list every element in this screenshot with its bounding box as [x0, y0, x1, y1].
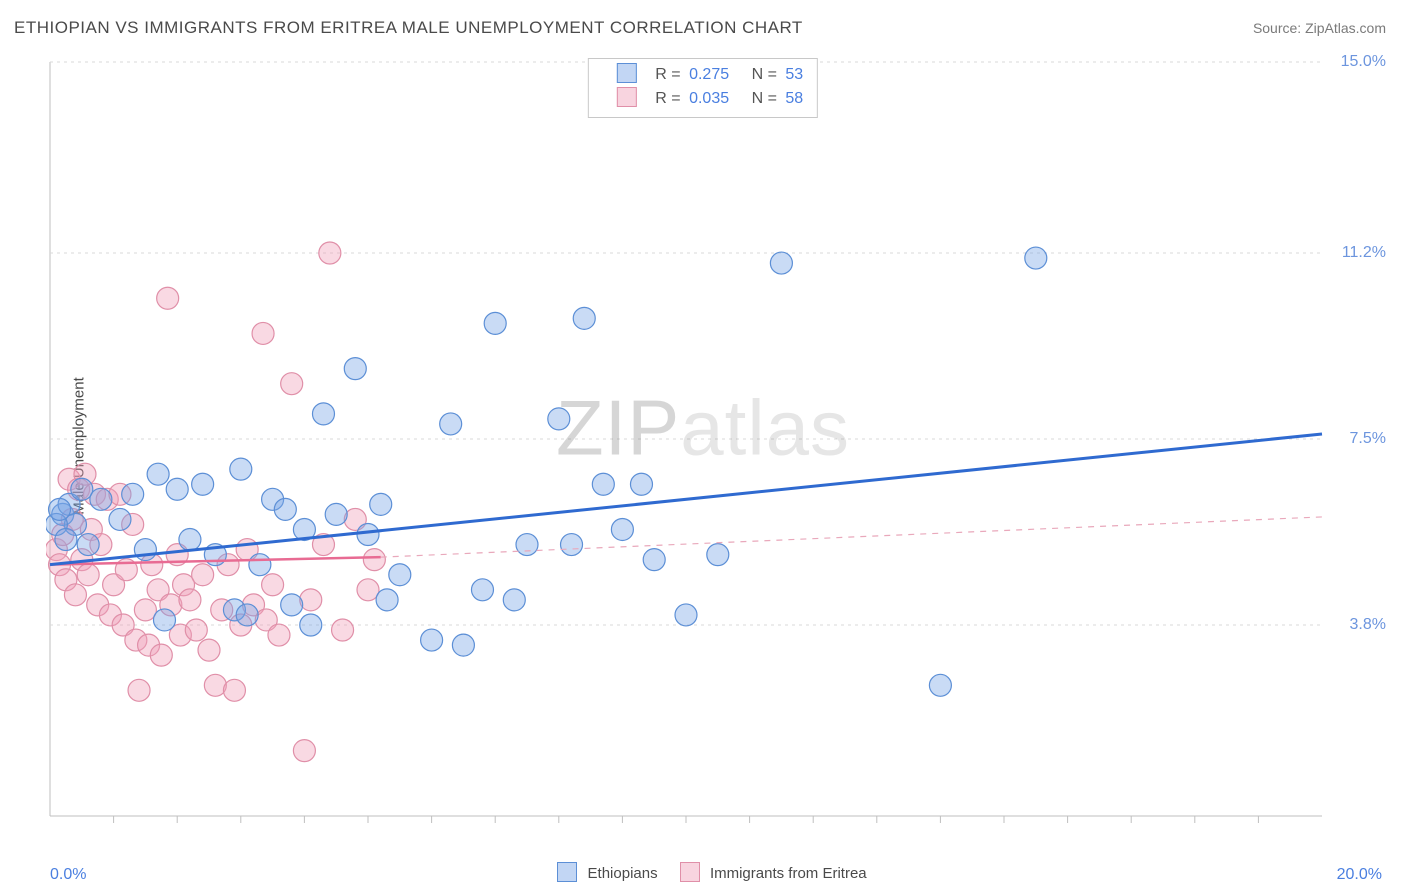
chart-title: ETHIOPIAN VS IMMIGRANTS FROM ERITREA MAL…: [14, 18, 803, 38]
source-attribution: Source: ZipAtlas.com: [1253, 20, 1386, 36]
y-tick-label: 7.5%: [1350, 430, 1386, 448]
y-tick-label: 11.2%: [1342, 244, 1386, 262]
legend-swatch-blue: [557, 862, 577, 882]
correlation-legend-box: R = 0.275 N = 53 R = 0.035 N = 58: [588, 58, 818, 118]
y-tick-label: 15.0%: [1341, 53, 1386, 71]
legend-swatch-pink: [617, 87, 637, 107]
legend-swatch-pink: [680, 862, 700, 882]
r-label: R =: [655, 90, 680, 107]
r-value-ethiopians: 0.275: [689, 66, 729, 83]
legend-swatch-blue: [617, 63, 637, 83]
chart-svg: [46, 58, 1382, 840]
legend-label-ethiopians: Ethiopians: [588, 865, 658, 882]
n-value-eritrea: 58: [785, 90, 803, 107]
legend-label-eritrea: Immigrants from Eritrea: [710, 865, 867, 882]
y-tick-label: 3.8%: [1350, 616, 1386, 634]
legend-row-ethiopians: R = 0.275 N = 53: [599, 63, 803, 87]
legend-row-eritrea: R = 0.035 N = 58: [599, 87, 803, 111]
r-value-eritrea: 0.035: [689, 90, 729, 107]
n-value-ethiopians: 53: [785, 66, 803, 83]
n-label: N =: [752, 90, 777, 107]
series-legend: Ethiopians Immigrants from Eritrea: [0, 862, 1406, 882]
scatter-plot: [46, 58, 1382, 840]
n-label: N =: [752, 66, 777, 83]
r-label: R =: [655, 66, 680, 83]
